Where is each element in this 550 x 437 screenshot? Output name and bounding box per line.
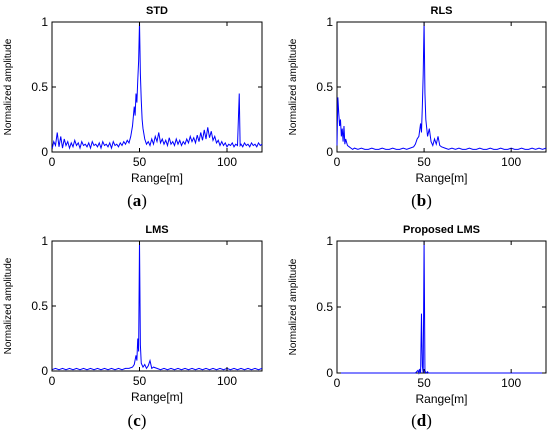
x-axis-label: Range[m]	[415, 171, 467, 185]
plot-frame	[51, 21, 263, 153]
y-tick-label: 1	[326, 234, 333, 248]
panel-caption: (a)	[127, 191, 147, 210]
plot-frame	[336, 240, 547, 374]
x-tick-label: 0	[334, 155, 341, 169]
x-tick-label: 50	[133, 374, 147, 388]
y-tick-label: 0.5	[316, 80, 333, 94]
y-tick-label: 1	[41, 15, 48, 29]
panel-std: 0 50 100 0 0.5 1 STD Range[m] Normalized amplitu…	[3, 5, 263, 210]
y-axis-label: Normalized amplitude	[3, 38, 14, 135]
series-line	[51, 240, 263, 371]
x-axis-label: Range[m]	[131, 390, 183, 404]
y-axis-label: Normalized amplitude	[288, 38, 299, 135]
chart-title: Proposed LMS	[403, 224, 480, 236]
series-line	[51, 21, 263, 150]
panel-caption-letter: b	[417, 191, 426, 210]
chart-title: RLS	[431, 5, 453, 17]
y-tick-label: 1	[41, 234, 48, 248]
panel-proposed-lms: 0 50 100 0 0.5 1 Proposed LMS Range[m] Normalize…	[288, 224, 547, 430]
y-tick-label: 0	[41, 145, 48, 159]
panel-caption-letter: c	[133, 411, 141, 430]
y-tick-label: 0	[41, 364, 48, 378]
chart-title: STD	[146, 5, 168, 17]
x-axis-label: Range[m]	[131, 171, 183, 185]
panel-caption: (d)	[411, 411, 432, 430]
x-tick-label: 50	[133, 155, 147, 169]
y-axis-label: Normalized amplitude	[288, 258, 299, 355]
x-tick-label: 0	[334, 376, 341, 390]
y-tick-label: 0.5	[31, 299, 48, 313]
y-tick-label: 0.5	[316, 300, 333, 314]
x-tick-label: 50	[417, 376, 431, 390]
panel-caption-letter: a	[133, 191, 142, 210]
x-tick-label: 100	[217, 374, 237, 388]
panel-caption-letter: d	[417, 411, 427, 430]
y-tick-label: 0	[326, 145, 333, 159]
x-tick-label: 0	[49, 374, 56, 388]
panel-lms: 0 50 100 0 0.5 1 LMS Range[m] Normalized amplitu…	[3, 224, 263, 430]
y-tick-label: 1	[326, 15, 333, 29]
panel-caption: (b)	[411, 191, 432, 210]
y-axis-label: Normalized amplitude	[3, 257, 14, 354]
series-line	[336, 21, 547, 151]
x-tick-label: 100	[501, 155, 521, 169]
series-line	[337, 240, 546, 375]
panel-rls: 0 50 100 0 0.5 1 RLS Range[m] Normalized amplitu…	[288, 5, 547, 210]
y-tick-label: 0.5	[31, 80, 48, 94]
plot-frame	[336, 21, 547, 153]
plot-frame	[51, 240, 263, 372]
x-tick-label: 100	[501, 376, 521, 390]
panel-caption: (c)	[128, 411, 147, 430]
x-tick-label: 100	[217, 155, 237, 169]
x-tick-label: 50	[417, 155, 431, 169]
y-tick-label: 0	[326, 366, 333, 380]
x-axis-label: Range[m]	[415, 392, 467, 406]
x-tick-label: 0	[49, 155, 56, 169]
chart-title: LMS	[145, 224, 168, 236]
